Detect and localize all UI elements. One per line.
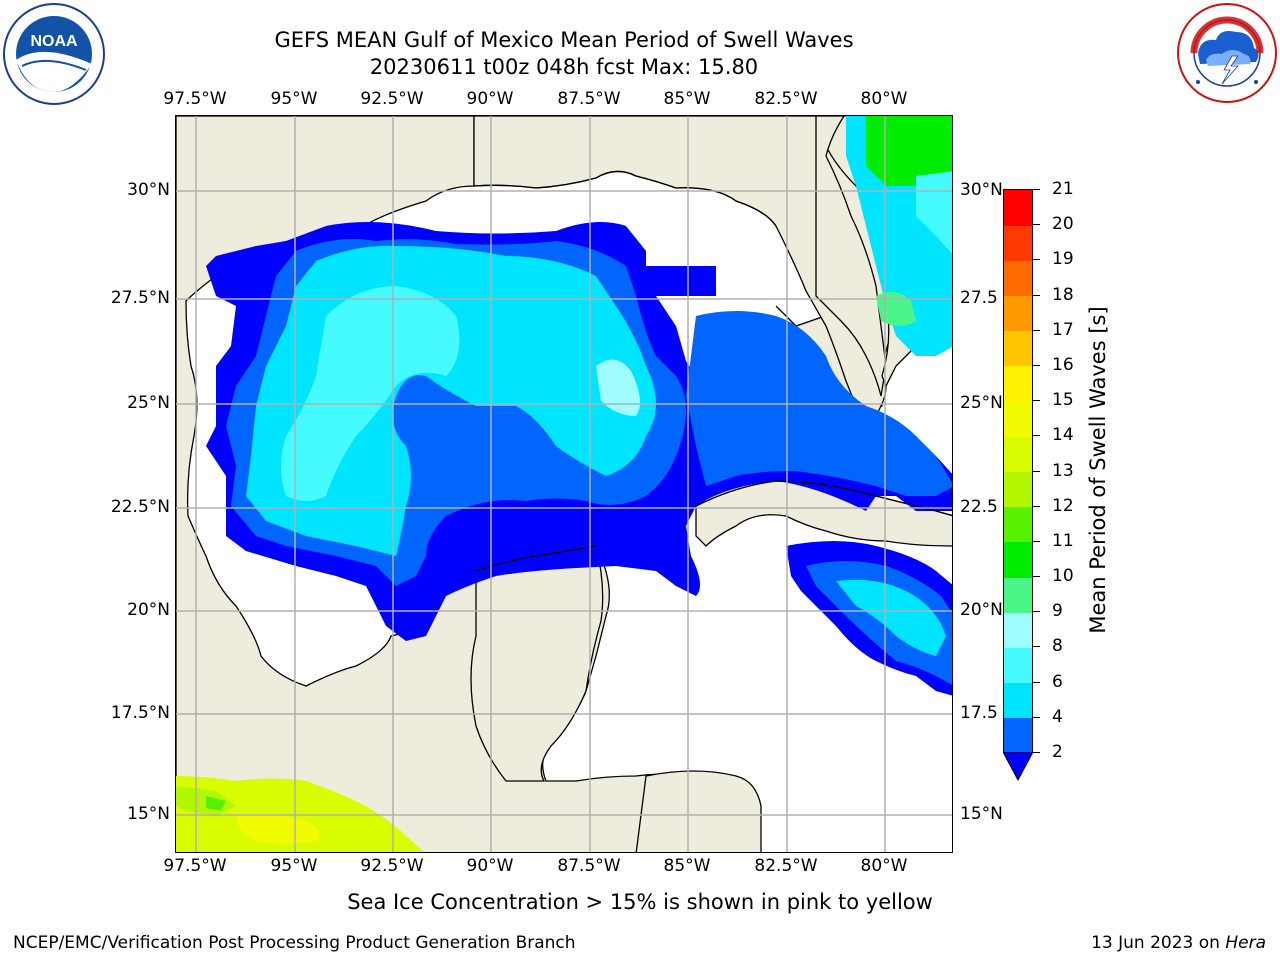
colorbar-tick <box>1033 435 1040 437</box>
colorbar-segment <box>1004 365 1032 402</box>
colorbar-tick-label: 13 <box>1052 460 1074 481</box>
colorbar-tick-label: 20 <box>1052 214 1074 235</box>
colorbar-tick <box>1033 470 1040 472</box>
colorbar-segment <box>1004 295 1032 332</box>
colorbar-tick-label: 19 <box>1052 249 1074 270</box>
colorbar-tick-label: 18 <box>1052 284 1074 305</box>
colorbar-tick-label: 21 <box>1052 179 1074 199</box>
lat-label-right: 27.5 <box>960 288 998 308</box>
colorbar-tick <box>1033 400 1040 402</box>
lat-label-left: 30°N <box>127 180 170 200</box>
lat-label-left: 17.5°N <box>110 703 170 723</box>
colorbar-segment <box>1004 260 1032 297</box>
lat-label-right: 22.5 <box>960 497 998 517</box>
colorbar-tick <box>1033 294 1040 296</box>
colorbar-segment <box>1004 682 1032 719</box>
colorbar-tick <box>1033 259 1040 261</box>
lat-label-right: 20°N <box>960 600 1003 620</box>
gridlines <box>176 116 952 852</box>
colorbar-tick-label: 8 <box>1052 636 1063 657</box>
nws-logo <box>1177 3 1277 103</box>
credit-host: Hera <box>1225 933 1266 953</box>
colorbar-segment <box>1004 330 1032 367</box>
colorbar-tick <box>1033 752 1040 753</box>
lon-label-top: 85°W <box>663 89 711 109</box>
colorbar-tick <box>1033 716 1040 718</box>
map-subtitle: 20230611 t00z 048h fcst Max: 15.80 <box>369 55 759 79</box>
colorbar-tick <box>1033 505 1040 507</box>
sea-ice-note-text: Sea Ice Concentration > 15% is shown in … <box>347 890 933 914</box>
colorbar-segment <box>1004 612 1032 648</box>
lon-label-top: 92.5°W <box>360 89 424 109</box>
lat-label-left: 27.5°N <box>110 288 170 308</box>
colorbar-tick-label: 2 <box>1052 742 1063 762</box>
lon-label-bottom: 97.5°W <box>163 856 227 876</box>
colorbar-tick-label: 4 <box>1052 706 1063 727</box>
lat-label-left: 20°N <box>127 600 170 620</box>
colorbar-segment <box>1004 436 1032 472</box>
lon-label-top: 97.5°W <box>163 89 227 109</box>
lon-label-bottom: 95°W <box>270 856 318 876</box>
lon-label-bottom: 85°W <box>663 856 711 876</box>
noaa-logo: NOAA <box>3 3 105 105</box>
colorbar-tick <box>1033 611 1040 613</box>
lon-label-top: 95°W <box>270 89 318 109</box>
colorbar-tick-label: 14 <box>1052 425 1074 446</box>
lat-label-right: 30°N <box>960 180 1003 200</box>
lat-label-left: 15°N <box>127 804 170 824</box>
lat-label-right: 17.5 <box>960 703 998 723</box>
lat-label-left: 25°N <box>127 393 170 413</box>
colorbar-segment <box>1004 471 1032 508</box>
colorbar-segment <box>1004 647 1032 684</box>
colorbar-segment <box>1004 401 1032 437</box>
colorbar-tick-label: 16 <box>1052 354 1074 375</box>
colorbar-tick <box>1033 364 1040 366</box>
colorbar-tick <box>1033 576 1040 578</box>
coastline <box>473 170 952 572</box>
colorbar-extend-arrow <box>1003 752 1033 782</box>
lat-label-right: 15°N <box>960 804 1003 824</box>
map-canvas <box>176 116 952 852</box>
map-panel <box>175 115 953 853</box>
colorbar-tick-label: 12 <box>1052 495 1074 516</box>
colorbar <box>1003 189 1033 754</box>
lon-label-bottom: 90°W <box>466 856 514 876</box>
colorbar-tick <box>1033 540 1040 542</box>
colorbar-tick <box>1033 329 1040 331</box>
lon-label-top: 80°W <box>860 89 908 109</box>
sea-ice-note: Sea Ice Concentration > 15% is shown in … <box>0 890 1280 914</box>
credit-date: 13 Jun 2023 on <box>1091 933 1226 953</box>
colorbar-tick <box>1033 646 1040 648</box>
colorbar-tick-label: 9 <box>1052 601 1063 622</box>
colorbar-segment <box>1004 577 1032 613</box>
lat-label-right: 25°N <box>960 393 1003 413</box>
colorbar-tick-label: 17 <box>1052 319 1074 340</box>
lon-label-top: 82.5°W <box>754 89 818 109</box>
colorbar-tick <box>1033 224 1040 226</box>
credit-left: NCEP/EMC/Verification Post Processing Pr… <box>13 933 576 953</box>
colorbar-tick-label: 11 <box>1052 530 1074 551</box>
lon-label-bottom: 80°W <box>860 856 908 876</box>
colorbar-segment <box>1004 541 1032 578</box>
colorbar-tick <box>1033 681 1040 683</box>
colorbar-tick-label: 15 <box>1052 390 1074 411</box>
colorbar-segment <box>1004 190 1032 226</box>
colorbar-tick <box>1033 189 1040 190</box>
map-title: GEFS MEAN Gulf of Mexico Mean Period of … <box>274 28 854 52</box>
credit-right: 13 Jun 2023 on Hera <box>1091 933 1266 953</box>
colorbar-segment <box>1004 717 1032 754</box>
lon-label-bottom: 92.5°W <box>360 856 424 876</box>
colorbar-tick-label: 6 <box>1052 671 1063 692</box>
colorbar-segment <box>1004 506 1032 543</box>
lon-label-bottom: 82.5°W <box>754 856 818 876</box>
noaa-logo-text: NOAA <box>30 33 78 50</box>
colorbar-title: Mean Period of Swell Waves [s] <box>1086 306 1110 634</box>
lat-label-left: 22.5°N <box>110 497 170 517</box>
lon-label-top: 90°W <box>466 89 514 109</box>
colorbar-tick-label: 10 <box>1052 566 1074 587</box>
colorbar-segment <box>1004 225 1032 261</box>
lon-label-bottom: 87.5°W <box>557 856 621 876</box>
lon-label-top: 87.5°W <box>557 89 621 109</box>
